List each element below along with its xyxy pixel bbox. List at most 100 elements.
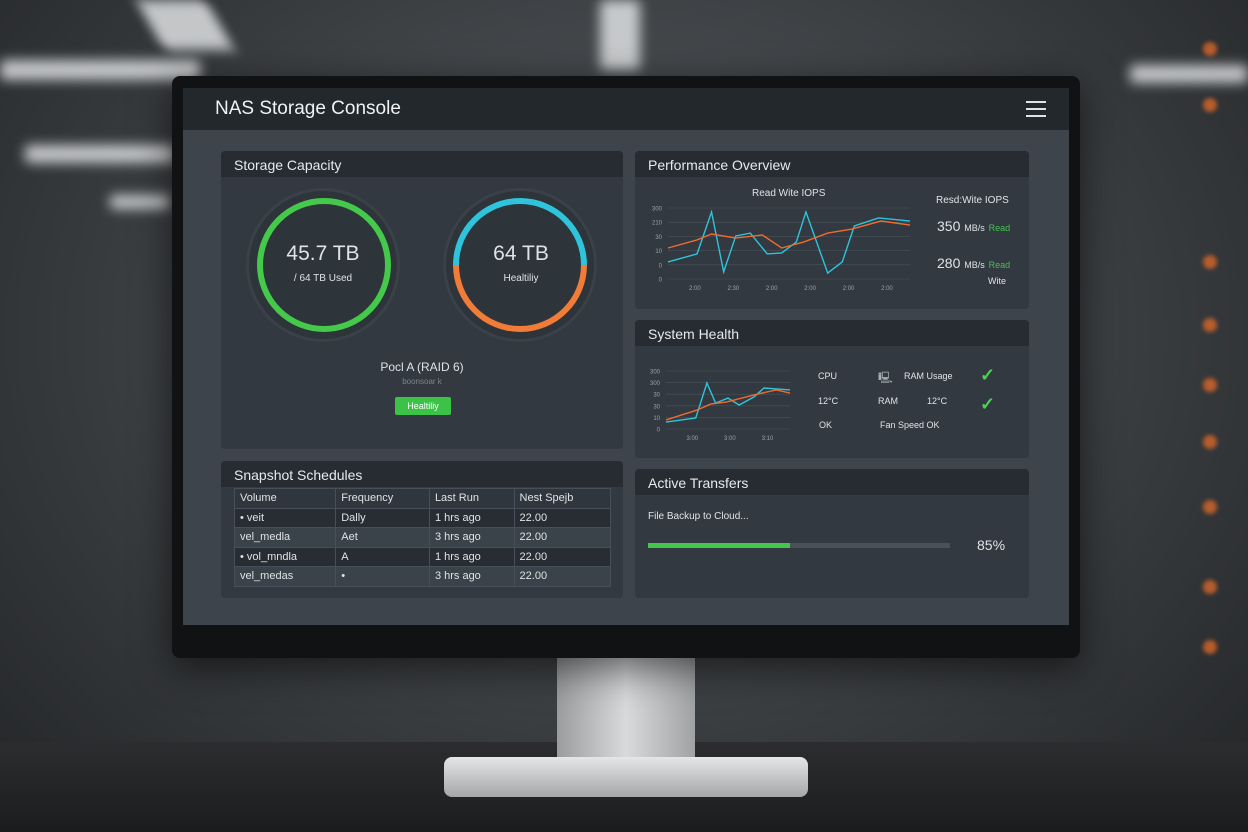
y-tick-label: 30 [653,393,660,399]
cpu-temp: 12°C [818,396,839,406]
x-tick-label: 2:00 [804,286,816,292]
y-tick-label: 30 [655,235,662,241]
column-header[interactable]: Frequency [335,488,430,509]
x-tick-label: 3:00 [686,436,698,442]
used-value: 45.7 TB [286,242,360,265]
cell-volume: • vol_mndla [233,546,337,567]
cell-frequency: Aet [335,527,430,548]
ram-temp: 12°C [927,396,948,406]
server-led [1203,98,1217,112]
y-tick-label: 300 [652,207,663,213]
performance-overview-panel: Performance Overview Read Wite IOPS 300 2… [635,151,1029,309]
cell-last-run: 1 hrs ago [428,546,515,567]
ram-usage-label: RAM Usage [904,371,953,381]
memory-icon: 🖳 [878,372,893,384]
cell-next: 22.00 [513,546,612,567]
table-row[interactable]: vel_medla Aet 3 hrs ago 22.00 [233,527,612,548]
cpu-label: CPU [818,371,838,381]
write-value: 280 [937,255,961,271]
read-unit: MB/s [964,223,985,233]
ceiling-light [600,0,640,70]
pool-subtitle: boonsoar k [402,377,442,386]
cell-last-run: 3 hrs ago [428,566,515,587]
iops-chart: 300 210 30 10 0 0 2:00 2:30 2:00 2:00 2:00 2:00 [652,207,911,292]
cell-frequency: Dally [335,507,430,528]
read-label: Read [988,223,1011,233]
server-led [1203,318,1217,332]
monitor-base [444,757,808,797]
ceiling-light [110,195,170,209]
cell-next: 22.00 [513,527,612,548]
total-value: 64 TB [493,242,549,265]
cell-last-run: 3 hrs ago [428,527,515,548]
y-tick-label: 0 [657,428,661,434]
cell-frequency: A [335,546,430,567]
server-led [1203,435,1217,449]
transfer-progress-bar [648,543,950,548]
series-line [667,209,911,275]
chart-title: Read Wite IOPS [752,188,826,199]
server-led [1203,580,1217,594]
pool-name: Pocl A (RAID 6) [380,360,464,374]
x-tick-label: 2:00 [843,286,855,292]
progress-fill [648,543,790,548]
cell-volume: • veit [233,507,337,528]
y-tick-label: 300 [650,370,661,376]
check-icon: ✓ [980,394,996,414]
panel-title: System Health [635,320,1029,346]
column-header[interactable]: Nest Spejb [513,488,612,509]
transfer-name: File Backup to Cloud... [648,511,749,522]
table-row[interactable]: vel_medas • 3 hrs ago 22.00 [233,566,612,587]
write-caption: Wite [988,276,1006,286]
write-speed: 280 MB/s Read [937,255,1010,271]
x-tick-label: 2:00 [689,286,701,292]
column-header[interactable]: Volume [233,488,337,509]
series-line [665,380,791,423]
series-line [667,220,911,249]
cpu-status: OK [819,420,833,430]
system-health-panel: System Health 300 300 30 30 10 0 3:00 3:00 3:10 … [635,320,1029,458]
x-tick-label: 3:10 [762,436,774,442]
ceiling-light [1130,65,1248,83]
cell-frequency: • [335,566,430,587]
y-tick-label: 210 [652,221,663,227]
y-tick-label: 10 [653,416,660,422]
ceiling-light [135,0,235,50]
y-tick-label: 300 [650,381,661,387]
health-caption: Healtiliy [503,273,539,284]
write-unit: MB/s [964,260,985,270]
active-transfers-panel: Active Transfers File Backup to Cloud...… [635,469,1029,598]
ceiling-light [0,60,200,80]
y-tick-label: 0 [659,278,663,284]
cell-next: 22.00 [513,566,612,587]
server-led [1203,378,1217,392]
used-capacity-ring [257,198,391,332]
panel-title: Snapshot Schedules [221,461,623,487]
x-tick-label: 2:00 [766,286,778,292]
snapshot-table: Volume Frequency Last Run Nest Spejb • veit… [233,488,612,587]
panel-title: Performance Overview [635,151,1029,177]
table-row[interactable]: • vol_mndla A 1 hrs ago 22.00 [233,546,612,567]
panel-title: Active Transfers [635,469,1029,495]
server-led [1203,500,1217,514]
system-health-chart: 300 300 30 30 10 0 3:00 3:00 3:10 [650,370,791,442]
cell-next: 22.00 [513,507,612,528]
server-led [1203,255,1217,269]
app-title: NAS Storage Console [215,98,401,119]
screen: NAS Storage Console Storage Capacity 45.… [183,88,1069,625]
x-tick-label: 3:00 [724,436,736,442]
table-row[interactable]: • veit Dally 1 hrs ago 22.00 [233,507,612,528]
storage-capacity-panel: Storage Capacity 45.7 TB / 64 TB Used 64… [221,151,623,449]
fan-speed-label: Fan Speed OK [880,420,940,430]
hamburger-menu-icon[interactable] [1026,101,1046,117]
cell-volume: vel_medla [233,527,337,548]
x-tick-label: 2:30 [727,286,739,292]
server-led [1203,42,1217,56]
status-badge: Healtiliy [395,397,451,415]
column-header[interactable]: Last Run [428,488,515,509]
app-header: NAS Storage Console [183,88,1069,130]
read-speed: 350 MB/s Read [937,218,1010,234]
ceiling-light [25,145,175,163]
check-icon: ✓ [980,365,996,385]
cell-volume: vel_medas [233,566,337,587]
